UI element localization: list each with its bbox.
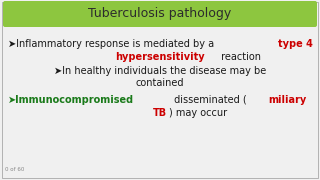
Text: Tuberculosis pathology: Tuberculosis pathology xyxy=(88,8,232,21)
Text: reaction: reaction xyxy=(218,52,261,62)
Text: type 4: type 4 xyxy=(278,39,313,49)
Text: disseminated (: disseminated ( xyxy=(171,95,246,105)
Text: TB: TB xyxy=(153,108,167,118)
Text: hypersensitivity: hypersensitivity xyxy=(115,52,205,62)
Text: 0 of 60: 0 of 60 xyxy=(5,167,24,172)
Text: ➤Immunocompromised: ➤Immunocompromised xyxy=(8,95,134,105)
Text: miliary: miliary xyxy=(268,95,307,105)
Text: ) may occur: ) may occur xyxy=(169,108,227,118)
FancyBboxPatch shape xyxy=(3,1,317,27)
Text: contained: contained xyxy=(136,78,184,88)
Text: ➤In healthy individuals the disease may be: ➤In healthy individuals the disease may … xyxy=(54,66,266,76)
Text: ➤Inflammatory response is mediated by a: ➤Inflammatory response is mediated by a xyxy=(8,39,217,49)
